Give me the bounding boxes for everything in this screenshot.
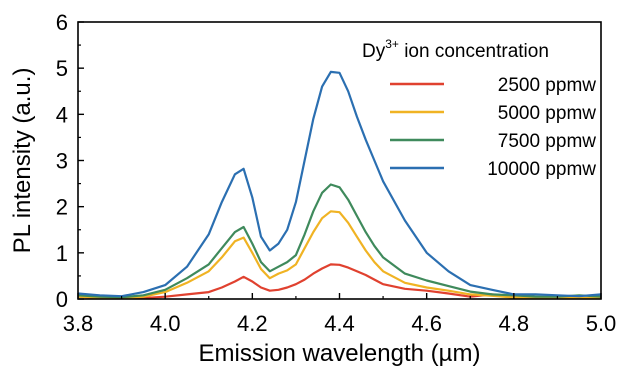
- legend-label-1: 5000 ppmw: [498, 103, 597, 124]
- x-axis: 3.8 4.0 4.2 4.4 4.6 4.8 5.0: [63, 293, 617, 336]
- x-tick-label: 4.0: [150, 311, 181, 336]
- legend-label-2: 7500 ppmw: [498, 131, 597, 152]
- y-tick-label: 5: [56, 56, 68, 81]
- y-tick-label: 1: [56, 241, 68, 266]
- y-axis: 0 1 2 3 4 5 6: [56, 10, 84, 312]
- legend-title-base: Dy: [362, 41, 386, 62]
- series-line-2: [77, 183, 602, 299]
- x-tick-label: 4.6: [411, 311, 442, 336]
- legend-title: Dy3+ ion concentration: [362, 37, 549, 62]
- legend-title-superscript: 3+: [385, 37, 399, 51]
- legend: Dy3+ ion concentration 2500 ppmw 5000 ppm…: [362, 37, 596, 180]
- y-tick-label: 4: [56, 102, 68, 127]
- x-tick-label: 3.8: [63, 311, 94, 336]
- x-tick-label: 4.2: [237, 311, 268, 336]
- y-axis-title: PL intensity (a.u.): [9, 68, 36, 254]
- legend-label-0: 2500 ppmw: [498, 75, 597, 96]
- legend-title-rest: ion concentration: [399, 41, 549, 62]
- y-tick-label: 0: [56, 287, 68, 312]
- legend-label-3: 10000 ppmw: [487, 159, 596, 180]
- series-line-1: [77, 210, 601, 300]
- y-tick-label: 6: [56, 10, 68, 35]
- series-layer: [77, 70, 602, 300]
- x-tick-label: 4.4: [324, 311, 355, 336]
- x-tick-label: 5.0: [586, 311, 617, 336]
- y-tick-label: 2: [56, 195, 68, 220]
- y-tick-label: 3: [56, 149, 68, 174]
- series-line-3: [77, 70, 602, 298]
- x-axis-title: Emission wavelength (µm): [199, 340, 481, 367]
- series-line-0: [77, 263, 601, 300]
- x-tick-label: 4.8: [499, 311, 530, 336]
